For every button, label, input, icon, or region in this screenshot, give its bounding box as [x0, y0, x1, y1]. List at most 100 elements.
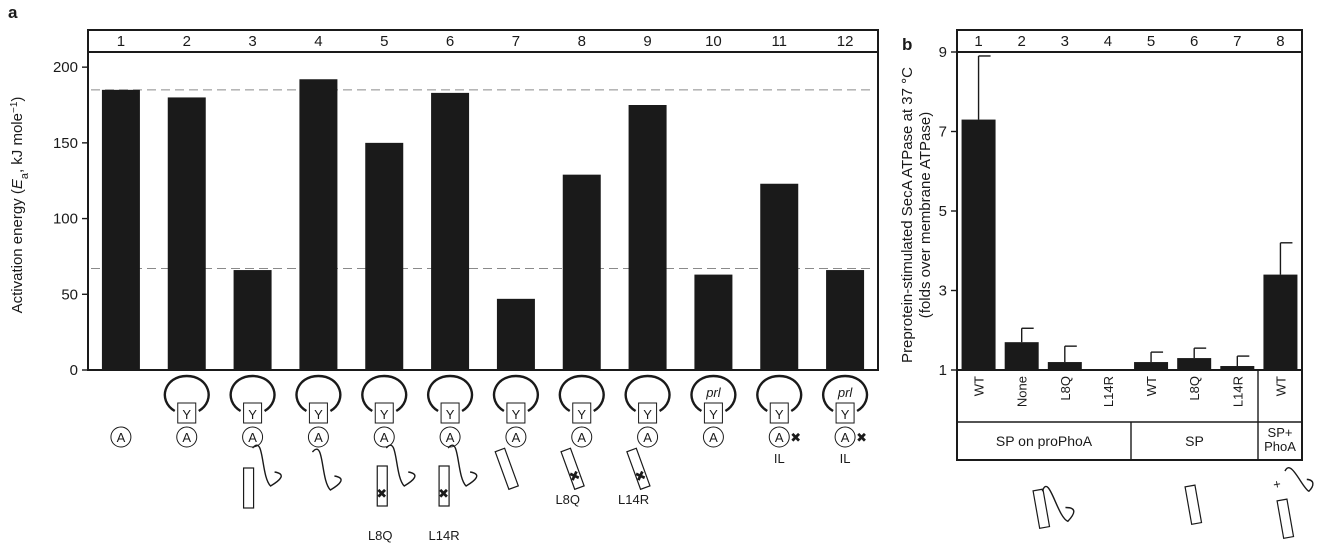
a-schematic-9: AY ✖ L14R — [618, 374, 671, 507]
signal-peptide-rect — [1184, 484, 1203, 525]
b-ytick-label: 1 — [939, 362, 947, 379]
label-L14R: L14R — [429, 528, 460, 543]
a-bar — [431, 92, 470, 370]
il-cross: ✖ — [790, 430, 801, 445]
b-condition-label: L8Q — [1058, 376, 1073, 401]
mature-region-tail — [447, 444, 478, 487]
secy-label: Y — [577, 407, 586, 422]
b-lane-number: 2 — [1018, 33, 1026, 50]
panel-b-lane-numbers: 1 2 3 4 5 6 7 8 — [974, 33, 1284, 50]
a-schematic-7: AY — [492, 374, 539, 491]
seca-label: A — [248, 430, 257, 445]
secy-box — [440, 402, 460, 424]
secy-label: Y — [380, 407, 389, 422]
label-L14R: L14R — [618, 492, 649, 507]
b-group-label: SP on proPhoA — [996, 433, 1093, 449]
secy-loop — [690, 374, 737, 413]
a-bar — [496, 298, 535, 370]
b-lane-number: 7 — [1233, 33, 1241, 50]
mutation-cross: ✖ — [376, 486, 387, 501]
b-lane-number: 6 — [1190, 33, 1198, 50]
b-group-text: PhoA — [1264, 439, 1296, 454]
seca-circle — [110, 426, 132, 448]
secy-loop — [756, 374, 803, 413]
mature-region-tail — [311, 448, 342, 491]
b-group-label: SP+PhoA — [1264, 425, 1296, 454]
a-lane-number: 4 — [314, 33, 322, 50]
panel-b-groups: SP on proPhoA SP SP+PhoA — [996, 425, 1296, 454]
a-schematic-3: AY — [229, 374, 282, 509]
a-bar — [365, 142, 404, 370]
secy-label: Y — [775, 407, 784, 422]
secy-label: Y — [512, 407, 521, 422]
seca-circle — [307, 426, 329, 448]
a-bar — [167, 97, 206, 370]
a-schematic-4: AY — [295, 374, 342, 491]
panel-b: b Preprotein-stimulated SecA ATPase at 3… — [899, 29, 1314, 539]
signal-peptide-rect — [1276, 498, 1295, 539]
b-schematic-proPhoA — [1032, 486, 1075, 529]
y-label-text: Activation energy ( — [9, 189, 26, 313]
mutation-cross: ✖ — [633, 467, 648, 485]
b-condition-label: None — [1015, 376, 1030, 407]
a-schematic-6: AY ✖ L14R — [427, 374, 478, 543]
secy-loop — [163, 374, 210, 413]
b-lane-number: 5 — [1147, 33, 1155, 50]
secy-loop — [558, 374, 605, 413]
signal-peptide-rect — [494, 447, 520, 491]
secy-label: Y — [841, 407, 850, 422]
a-ytick-label: 150 — [53, 135, 78, 152]
secy-loop — [229, 374, 276, 413]
seca-label: A — [643, 430, 652, 445]
b-group-text: SP on proPhoA — [996, 433, 1093, 449]
prl-label: prl — [837, 385, 854, 400]
a-schematic-8: AY ✖ L8Q — [555, 374, 605, 507]
plus-sign: + — [1272, 476, 1282, 492]
secy-box — [703, 402, 723, 424]
seca-circle — [373, 426, 395, 448]
seca-circle — [702, 426, 724, 448]
y-label-sub: a — [19, 172, 31, 179]
panel-b-y-axis-label-line-2: (folds over membrane ATPase) — [917, 112, 934, 318]
secy-loop — [427, 374, 474, 413]
y-label-sup: −1 — [9, 101, 20, 113]
b-group-text: SP — [1185, 433, 1204, 449]
b-ytick-label: 9 — [939, 44, 947, 61]
a-lane-number: 5 — [380, 33, 388, 50]
b-bar — [1004, 342, 1039, 370]
a-lane-number: 6 — [446, 33, 454, 50]
y-label-unit: , kJ mole — [9, 113, 26, 173]
b-condition-label: L14R — [1230, 376, 1245, 407]
a-ytick-label: 50 — [61, 286, 78, 303]
seca-label: A — [577, 430, 586, 445]
seca-label: A — [446, 430, 455, 445]
secy-loop — [492, 374, 539, 413]
secy-box — [638, 402, 658, 424]
mutation-cross: ✖ — [438, 486, 449, 501]
seca-label: A — [380, 430, 389, 445]
b-bar — [1090, 370, 1125, 371]
seca-label: A — [512, 430, 521, 445]
secy-box — [177, 402, 197, 424]
signal-peptide: ✖ — [376, 465, 388, 507]
a-bar — [562, 174, 601, 370]
a-lane-number: 9 — [643, 33, 651, 50]
seca-label: A — [117, 430, 126, 445]
panel-a-schematics: A AYAYAYAY✖L8QAY✖L14RAYAY✖L8QAY✖L14RAYprl… — [110, 374, 869, 543]
secy-loop — [624, 374, 671, 413]
secy-box — [835, 402, 855, 424]
seca-circle — [637, 426, 659, 448]
panel-a-lane-numbers: 1 2 3 4 5 6 7 8 9 10 11 12 — [117, 33, 854, 50]
seca-circle — [439, 426, 461, 448]
b-condition-label: WT — [972, 376, 987, 396]
panel-a-bars — [101, 79, 865, 370]
secy-label: Y — [643, 407, 652, 422]
prl-label: prl — [705, 385, 722, 400]
b-bar — [1220, 366, 1255, 370]
mature-region-tail — [385, 444, 416, 487]
y-label-E: E — [9, 178, 26, 189]
secy-label: Y — [248, 407, 257, 422]
a-bar — [694, 274, 733, 370]
mature-region-tail — [1041, 486, 1075, 523]
